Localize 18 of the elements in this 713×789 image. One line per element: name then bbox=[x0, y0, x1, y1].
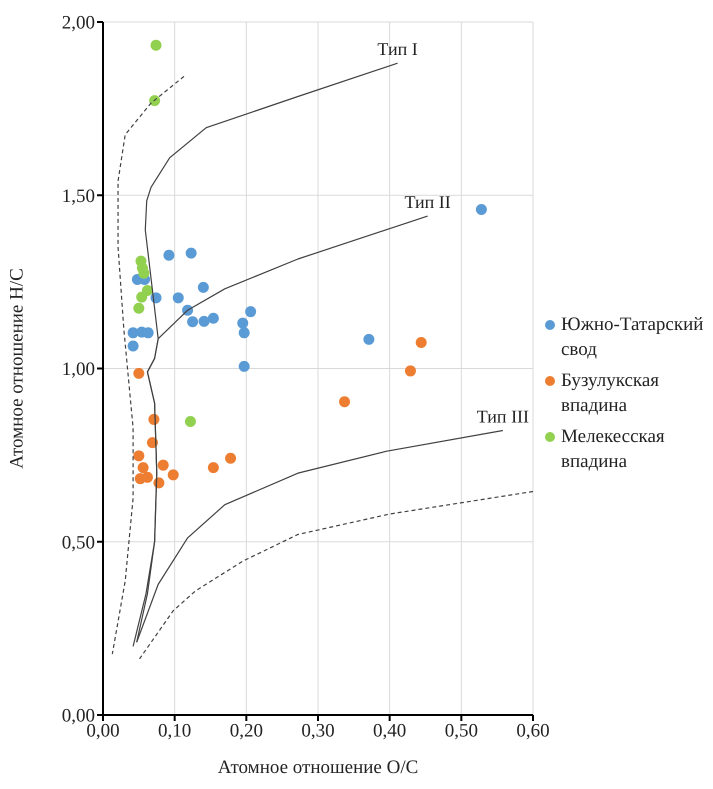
y-tick-label: 1,00 bbox=[62, 359, 95, 380]
x-tick-label: 0,50 bbox=[444, 720, 478, 742]
x-tick-label: 0,40 bbox=[373, 720, 406, 742]
annotation: Тип III bbox=[476, 406, 530, 427]
x-tick-label: 0,30 bbox=[301, 720, 335, 742]
y-axis-title: Атомное отношение H/C bbox=[6, 268, 28, 469]
y-tick-label: 1,50 bbox=[62, 186, 95, 207]
x-tick-label: 0,20 bbox=[230, 720, 263, 742]
annotation: Тип I bbox=[377, 39, 418, 60]
x-axis-title: Атомное отношение O/C bbox=[218, 757, 418, 778]
y-tick-label: 0,50 bbox=[62, 532, 95, 554]
legend-label: Бузулукская впадина bbox=[561, 368, 660, 418]
legend-label: Южно-Татарский свод bbox=[561, 312, 704, 362]
y-tick-label: 2,00 bbox=[62, 12, 95, 34]
annotation: Тип II bbox=[404, 192, 451, 212]
x-tick-label: 0,60 bbox=[516, 720, 550, 742]
x-tick-label: 0,10 bbox=[158, 720, 192, 742]
legend-label: Мелекесская впадина bbox=[561, 424, 666, 474]
